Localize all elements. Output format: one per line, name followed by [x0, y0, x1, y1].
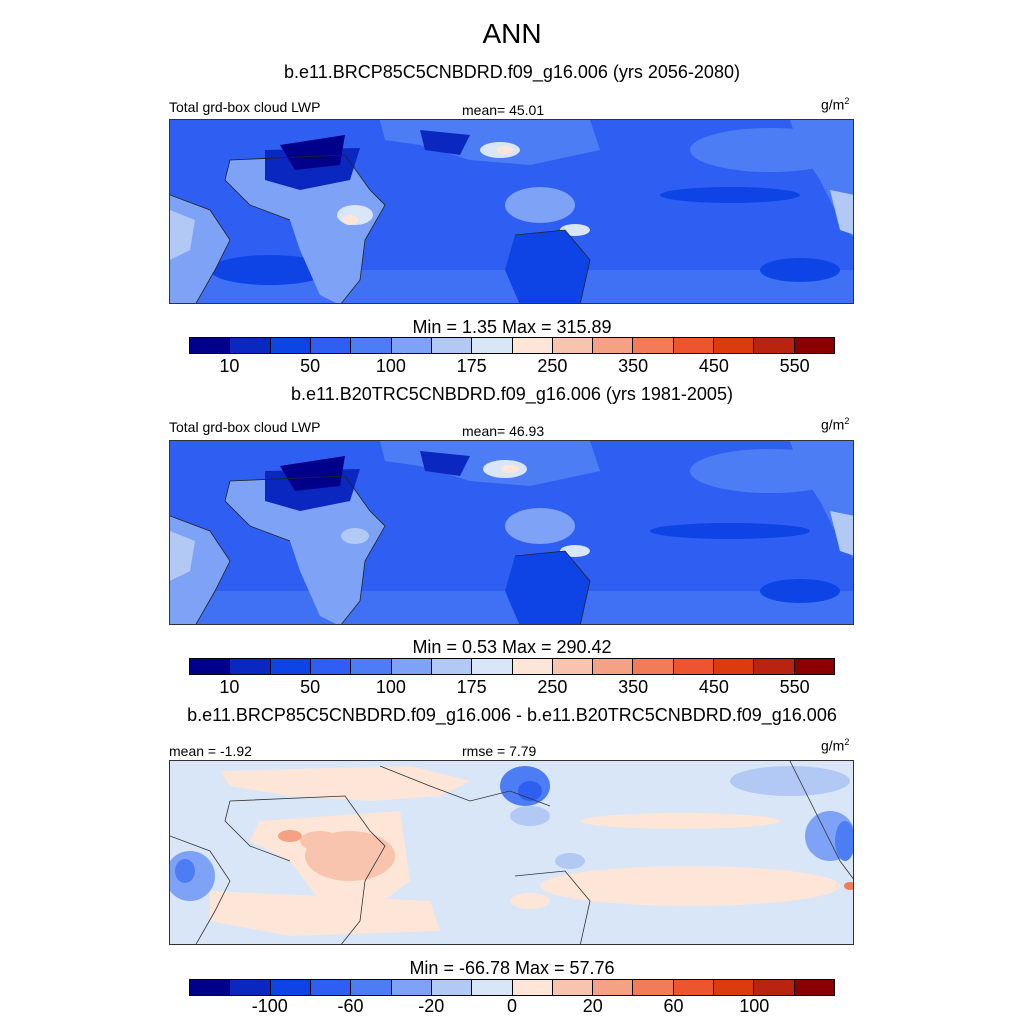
page-title: ANN — [482, 18, 542, 49]
colorbar-box — [351, 980, 392, 995]
colorbar-box — [714, 659, 755, 674]
colorbar-box — [593, 980, 634, 995]
panel-3-case-title: b.e11.BRCP85C5CNBDRD.f09_g16.006 - b.e11… — [187, 705, 837, 725]
colorbar-box — [190, 659, 231, 674]
colorbar-tick-label: 100 — [739, 996, 770, 1016]
colorbar-tick-label: -100 — [251, 996, 288, 1016]
colorbar-tick-label: 10 — [219, 677, 240, 697]
panel-1-units: g/m2 — [821, 96, 850, 113]
colorbar-tick-label: 0 — [506, 996, 518, 1016]
colorbar-tick-label: 250 — [537, 356, 568, 376]
panel-2-map — [169, 440, 854, 625]
colorbar-box — [754, 338, 795, 353]
colorbar-tick-label: 50 — [300, 677, 321, 697]
colorbar-box — [552, 338, 594, 353]
colorbar-box — [754, 980, 795, 995]
colorbar-tick-label: 550 — [779, 356, 810, 376]
panel-3-colorbar — [189, 979, 835, 996]
colorbar-tick-label: -20 — [418, 996, 445, 1016]
colorbar-box — [230, 980, 271, 995]
colorbar-box — [431, 338, 473, 353]
colorbar-box — [190, 980, 231, 995]
colorbar-box — [552, 659, 594, 674]
colorbar-tick-label: 450 — [698, 677, 729, 697]
colorbar-box — [391, 980, 432, 995]
colorbar-box — [673, 338, 715, 353]
colorbar-tick-label: 50 — [300, 356, 321, 376]
colorbar-box — [794, 980, 834, 995]
colorbar-box — [431, 659, 473, 674]
colorbar-box — [714, 338, 755, 353]
colorbar-box — [472, 659, 513, 674]
colorbar-box — [472, 980, 513, 995]
colorbar-box — [391, 338, 432, 353]
colorbar-tick-label: 350 — [618, 356, 649, 376]
colorbar-box — [270, 980, 311, 995]
colorbar-box — [754, 659, 795, 674]
colorbar-box — [673, 659, 715, 674]
panel-3-map — [169, 760, 854, 945]
panel-1-case-title: b.e11.BRCP85C5CNBDRD.f09_g16.006 (yrs 20… — [284, 62, 740, 82]
colorbar-tick-label: 175 — [456, 677, 487, 697]
colorbar-tick-label: 20 — [582, 996, 603, 1016]
colorbar-box — [673, 980, 715, 995]
panel-3-minmax: Min = -66.78 Max = 57.76 — [409, 958, 615, 978]
colorbar-box — [310, 338, 352, 353]
panel-1-variable-label: Total grd-box cloud LWP — [169, 99, 321, 115]
colorbar-box — [351, 338, 392, 353]
colorbar-box — [431, 980, 473, 995]
colorbar-tick-label: 550 — [779, 677, 810, 697]
colorbar-box — [714, 980, 755, 995]
panel-3-rmse-label: rmse = 7.79 — [462, 743, 537, 759]
panel-1-mean-label: mean= 45.01 — [462, 102, 545, 118]
colorbar-box — [391, 659, 432, 674]
colorbar-box — [633, 338, 674, 353]
colorbar-tick-label: 60 — [663, 996, 684, 1016]
panel-2-units: g/m2 — [821, 416, 850, 433]
colorbar-tick-label: 10 — [219, 356, 240, 376]
colorbar-box — [230, 338, 271, 353]
colorbar-tick-label: 175 — [456, 356, 487, 376]
colorbar-box — [593, 659, 634, 674]
colorbar-tick-label: 350 — [618, 677, 649, 697]
colorbar-tick-label: 450 — [698, 356, 729, 376]
colorbar-box — [270, 659, 311, 674]
colorbar-box — [472, 338, 513, 353]
panel-3-units: g/m2 — [821, 737, 850, 754]
panel-1-minmax: Min = 1.35 Max = 315.89 — [412, 317, 612, 337]
colorbar-tick-label: -60 — [337, 996, 364, 1016]
colorbar-box — [310, 980, 352, 995]
panel-3-mean-label: mean = -1.92 — [169, 743, 252, 759]
colorbar-box — [512, 338, 553, 353]
colorbar-box — [633, 980, 674, 995]
colorbar-box — [633, 659, 674, 674]
colorbar-tick-label: 250 — [537, 677, 568, 697]
colorbar-tick-label: 100 — [375, 356, 406, 376]
colorbar-box — [794, 338, 834, 353]
colorbar-tick-label: 100 — [375, 677, 406, 697]
colorbar-box — [270, 338, 311, 353]
panel-2-variable-label: Total grd-box cloud LWP — [169, 419, 321, 435]
colorbar-box — [794, 659, 834, 674]
panel-2-minmax: Min = 0.53 Max = 290.42 — [412, 637, 612, 657]
panel-2-mean-label: mean= 46.93 — [462, 423, 545, 439]
colorbar-box — [230, 659, 271, 674]
colorbar-box — [552, 980, 594, 995]
panel-2-case-title: b.e11.B20TRC5CNBDRD.f09_g16.006 (yrs 198… — [291, 384, 733, 404]
colorbar-box — [190, 338, 231, 353]
colorbar-box — [351, 659, 392, 674]
colorbar-box — [593, 338, 634, 353]
panel-1-colorbar — [189, 337, 835, 354]
panel-2-colorbar — [189, 658, 835, 675]
colorbar-box — [512, 980, 553, 995]
colorbar-box — [310, 659, 352, 674]
panel-1-map — [169, 119, 854, 304]
colorbar-box — [512, 659, 553, 674]
